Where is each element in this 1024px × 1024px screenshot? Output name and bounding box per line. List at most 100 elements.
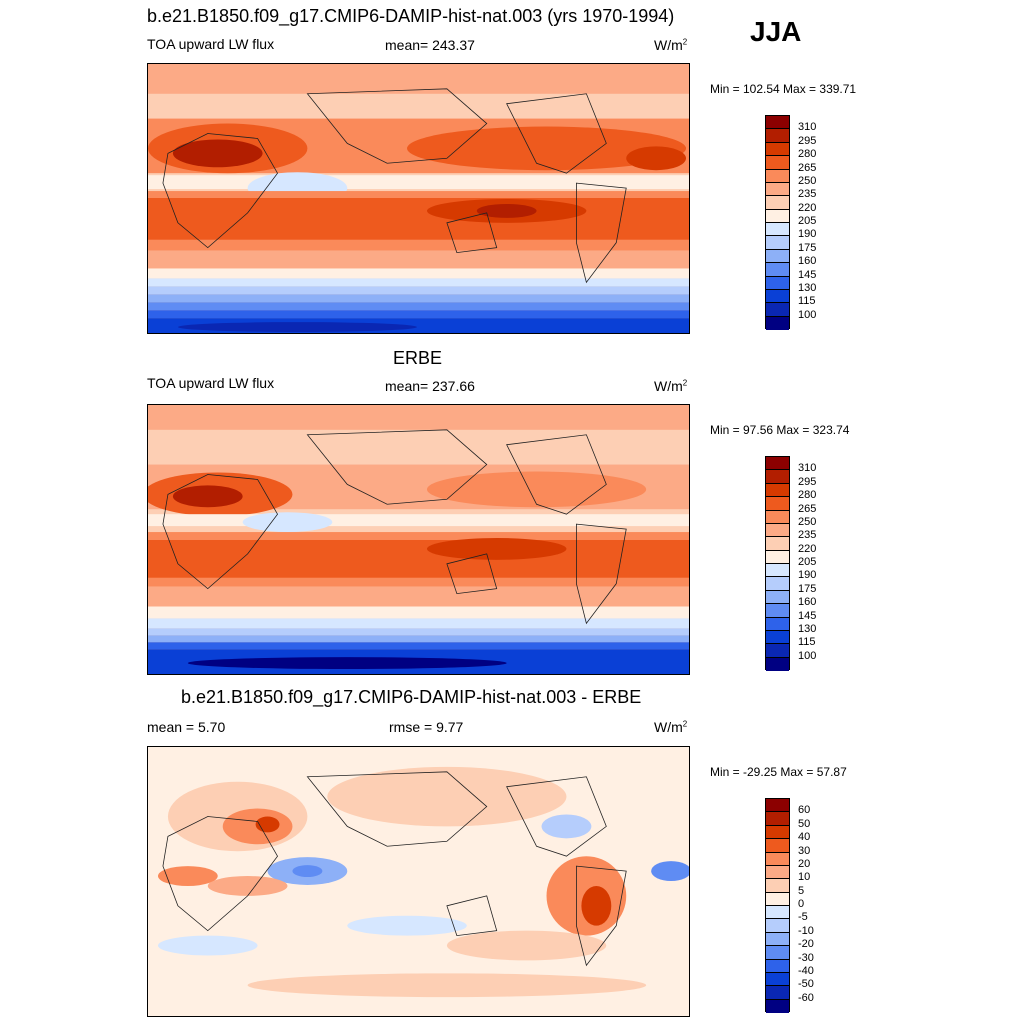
panel1-minmax: Min = 102.54 Max = 339.71: [710, 82, 857, 96]
panel3-mean: mean = 5.70: [147, 719, 226, 735]
colorbar-tick-label: -40: [798, 964, 814, 977]
colorbar-tick-label: 310: [798, 462, 817, 475]
panel1-variable: TOA upward LW flux: [147, 36, 275, 52]
panel1-title: b.e21.B1850.f09_g17.CMIP6-DAMIP-hist-nat…: [147, 6, 675, 26]
colorbar-swatch: [766, 457, 789, 471]
panel2-variable: TOA upward LW flux: [147, 375, 275, 391]
colorbar-tick-label: 280: [798, 489, 817, 502]
colorbar-tick-label: 50: [798, 817, 811, 830]
colorbar-swatch: [766, 865, 789, 880]
colorbar-tick-label: -30: [798, 951, 814, 964]
colorbar-swatch: [766, 249, 789, 264]
colorbar-tick-label: 235: [798, 188, 817, 201]
colorbar-tick-label: -60: [798, 991, 814, 1004]
colorbar-tick-label: -20: [798, 938, 814, 951]
colorbar-swatch: [766, 630, 789, 645]
panel3-title: b.e21.B1850.f09_g17.CMIP6-DAMIP-hist-nat…: [181, 687, 642, 707]
colorbar-tick-label: 145: [798, 609, 817, 622]
season-label: JJA: [750, 16, 802, 47]
panel2-map: [147, 404, 690, 675]
panel2-minmax: Min = 97.56 Max = 323.74: [710, 423, 850, 437]
colorbar-swatch: [766, 959, 789, 973]
colorbar-tick-label: 130: [798, 281, 817, 294]
colorbar-swatch: [766, 839, 789, 853]
colorbar-swatch: [766, 657, 789, 671]
colorbar-swatch: [766, 946, 789, 960]
colorbar-swatch: [766, 972, 789, 987]
panel3-rmse: rmse = 9.77: [389, 719, 464, 735]
colorbar-tick-label: 295: [798, 134, 817, 147]
panel3-units: W/m2: [654, 719, 688, 735]
colorbar-tick-label: 250: [798, 174, 817, 187]
colorbar-swatch: [766, 825, 789, 840]
colorbar-swatch: [766, 590, 789, 605]
colorbar-swatch: [766, 550, 789, 564]
colorbar-swatch: [766, 289, 789, 304]
colorbar-swatch: [766, 812, 789, 826]
colorbar-tick-label: 295: [798, 475, 817, 488]
colorbar-tick-label: 115: [798, 295, 816, 308]
colorbar-tick-label: 5: [798, 884, 805, 897]
colorbar-swatch: [766, 644, 789, 658]
colorbar-tick-label: 145: [798, 268, 817, 281]
colorbar-tick-label: 250: [798, 515, 817, 528]
colorbar-swatch: [766, 129, 789, 143]
colorbar-swatch: [766, 316, 789, 330]
colorbar-swatch: [766, 799, 789, 813]
colorbar-tick-label: 100: [798, 308, 817, 321]
colorbar-swatch: [766, 196, 789, 210]
colorbar-swatch: [766, 932, 789, 947]
panel3-minmax: Min = -29.25 Max = 57.87: [710, 765, 847, 779]
colorbar-tick-label: 310: [798, 121, 817, 134]
colorbar-tick-label: 220: [798, 201, 817, 214]
colorbar-tick-label: 205: [798, 556, 817, 568]
colorbar-swatch: [766, 892, 789, 906]
colorbar-tick-label: 115: [798, 636, 816, 649]
colorbar-tick-label: 265: [798, 502, 817, 515]
colorbar-tick-label: 20: [798, 857, 811, 870]
colorbar-tick-label: 130: [798, 622, 817, 635]
colorbar-swatch: [766, 182, 789, 197]
colorbar-tick-label: 175: [798, 582, 817, 595]
panel2-units: W/m2: [654, 378, 688, 394]
colorbar-swatch: [766, 879, 789, 893]
colorbar-swatch: [766, 156, 789, 170]
panel1-colorbar: [765, 115, 790, 330]
colorbar-swatch: [766, 236, 789, 250]
colorbar-swatch: [766, 617, 789, 631]
colorbar-swatch: [766, 852, 789, 866]
colorbar-tick-label: 30: [798, 844, 811, 857]
colorbar-tick-label: 10: [798, 871, 811, 884]
panel1-units: W/m2: [654, 37, 688, 53]
colorbar-swatch: [766, 142, 789, 157]
colorbar-swatch: [766, 919, 789, 933]
colorbar-tick-label: 160: [798, 596, 817, 609]
colorbar-swatch: [766, 497, 789, 511]
colorbar-swatch: [766, 209, 789, 223]
panel1-map: [147, 63, 690, 334]
colorbar-tick-label: 0: [798, 898, 805, 910]
colorbar-swatch: [766, 577, 789, 591]
colorbar-swatch: [766, 263, 789, 277]
colorbar-swatch: [766, 564, 789, 578]
panel2-mean: mean= 237.66: [385, 378, 475, 394]
colorbar-tick-label: 280: [798, 148, 817, 161]
colorbar-tick-label: -50: [798, 978, 814, 991]
colorbar-tick-label: 40: [798, 831, 811, 844]
colorbar-swatch: [766, 169, 789, 183]
colorbar-tick-label: 265: [798, 161, 817, 174]
colorbar-tick-label: 160: [798, 255, 817, 268]
colorbar-swatch: [766, 470, 789, 484]
colorbar-tick-label: -5: [798, 911, 808, 924]
panel3-colorbar: [765, 798, 790, 1013]
panel1-mean: mean= 243.37: [385, 37, 475, 53]
colorbar-swatch: [766, 276, 789, 290]
colorbar-tick-label: 235: [798, 529, 817, 542]
colorbar-swatch: [766, 906, 789, 920]
colorbar-tick-label: 220: [798, 542, 817, 555]
colorbar-swatch: [766, 483, 789, 498]
colorbar-swatch: [766, 604, 789, 618]
colorbar-tick-label: 190: [798, 569, 817, 582]
colorbar-swatch: [766, 303, 789, 317]
